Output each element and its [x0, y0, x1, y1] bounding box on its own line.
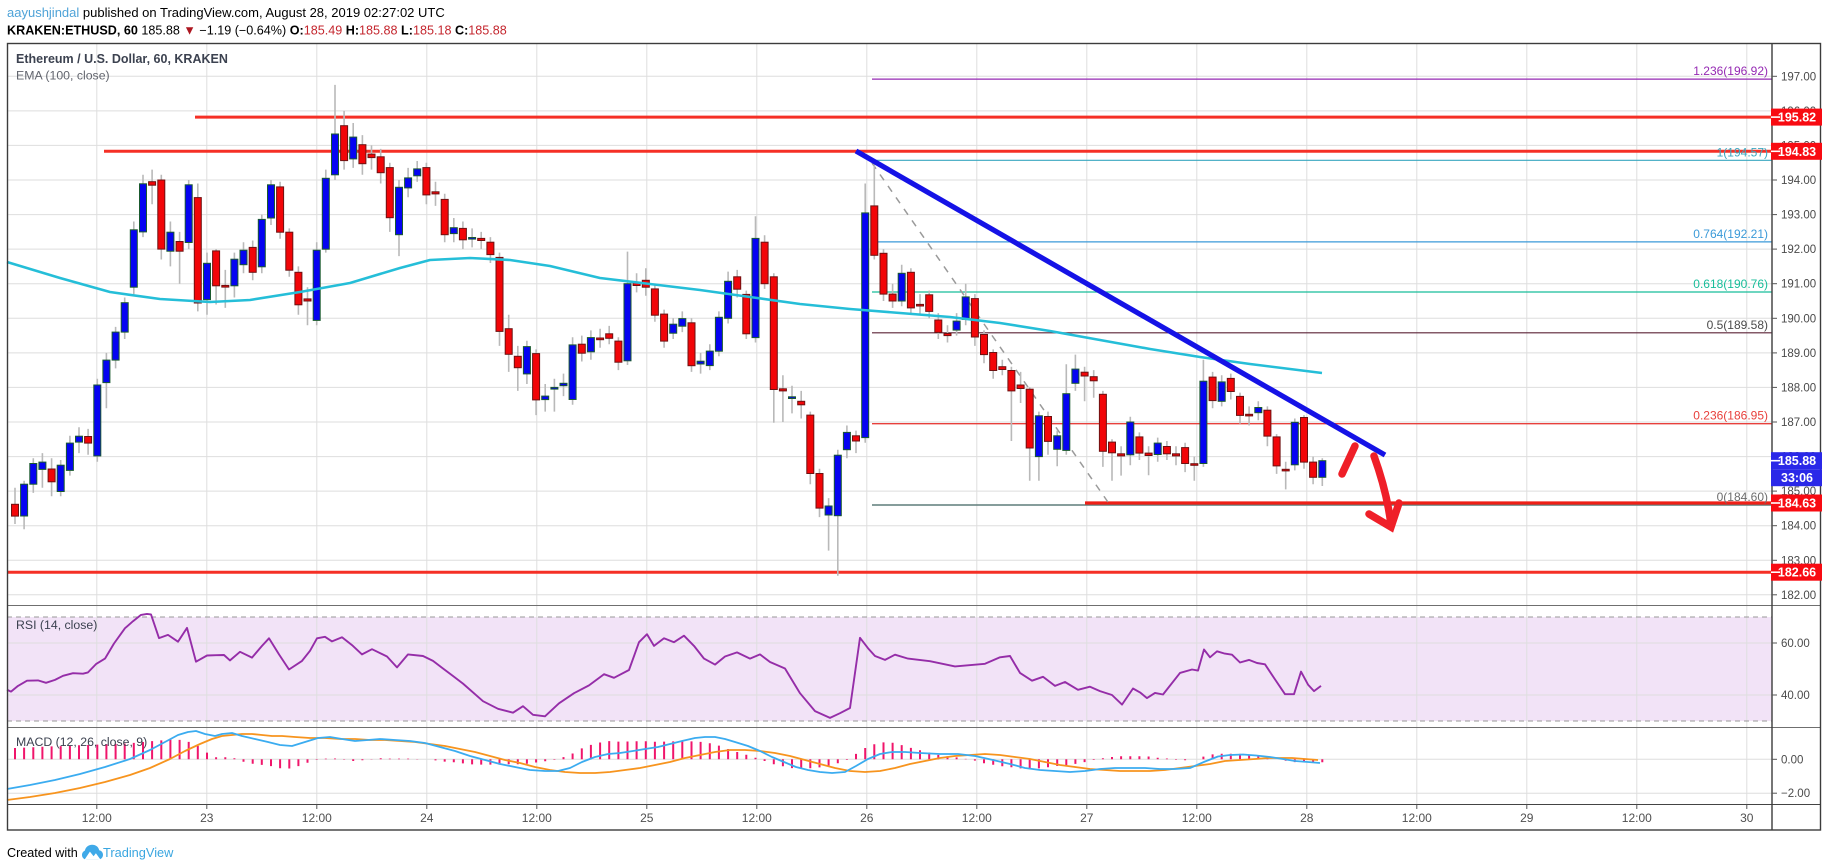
svg-text:0.764(192.21): 0.764(192.21): [1693, 227, 1768, 241]
svg-text:27: 27: [1080, 811, 1094, 825]
svg-text:aayushjindal published on Trad: aayushjindal published on TradingView.co…: [7, 5, 445, 20]
svg-text:0(184.60): 0(184.60): [1717, 490, 1768, 504]
svg-text:188.00: 188.00: [1781, 382, 1816, 394]
svg-text:182.66: 182.66: [1778, 566, 1816, 580]
svg-text:12:00: 12:00: [742, 811, 772, 825]
svg-text:192.00: 192.00: [1781, 244, 1816, 256]
svg-text:191.00: 191.00: [1781, 279, 1816, 291]
svg-text:26: 26: [860, 811, 874, 825]
svg-text:−2.00: −2.00: [1781, 788, 1810, 800]
svg-text:40.00: 40.00: [1781, 690, 1810, 702]
svg-text:RSI (14, close): RSI (14, close): [16, 618, 97, 632]
svg-text:EMA (100, close): EMA (100, close): [16, 69, 110, 83]
svg-text:1(194.57): 1(194.57): [1717, 145, 1768, 159]
svg-text:1.236(196.92): 1.236(196.92): [1693, 64, 1768, 78]
svg-text:24: 24: [420, 811, 434, 825]
svg-text:23: 23: [200, 811, 214, 825]
svg-text:TradingView: TradingView: [103, 845, 174, 860]
svg-text:189.00: 189.00: [1781, 348, 1816, 360]
svg-text:184.63: 184.63: [1778, 497, 1816, 511]
svg-text:MACD (12, 26, close, 9): MACD (12, 26, close, 9): [16, 735, 147, 749]
svg-text:185.88: 185.88: [1778, 454, 1816, 468]
svg-text:Created with: Created with: [7, 846, 78, 860]
svg-text:194.83: 194.83: [1778, 145, 1816, 159]
svg-text:12:00: 12:00: [82, 811, 112, 825]
svg-text:12:00: 12:00: [1622, 811, 1652, 825]
svg-text:0.236(186.95): 0.236(186.95): [1693, 409, 1768, 423]
svg-text:184.00: 184.00: [1781, 521, 1816, 533]
svg-text:193.00: 193.00: [1781, 210, 1816, 222]
svg-text:12:00: 12:00: [302, 811, 332, 825]
svg-text:30: 30: [1740, 811, 1754, 825]
svg-text:12:00: 12:00: [1182, 811, 1212, 825]
svg-text:Ethereum / U.S. Dollar, 60, KR: Ethereum / U.S. Dollar, 60, KRAKEN: [16, 52, 228, 66]
svg-text:194.00: 194.00: [1781, 175, 1816, 187]
svg-text:60.00: 60.00: [1781, 638, 1810, 650]
svg-text:0.00: 0.00: [1781, 754, 1803, 766]
svg-text:187.00: 187.00: [1781, 417, 1816, 429]
svg-text:0.5(189.58): 0.5(189.58): [1707, 318, 1768, 332]
svg-text:29: 29: [1520, 811, 1534, 825]
svg-text:195.82: 195.82: [1778, 111, 1816, 125]
svg-text:33:06: 33:06: [1781, 471, 1813, 485]
svg-text:0.618(190.76): 0.618(190.76): [1693, 277, 1768, 291]
svg-text:25: 25: [640, 811, 654, 825]
svg-text:12:00: 12:00: [1402, 811, 1432, 825]
svg-text:28: 28: [1300, 811, 1314, 825]
svg-text:12:00: 12:00: [522, 811, 552, 825]
svg-text:KRAKEN:ETHUSD, 60 185.88 ▼ −1: KRAKEN:ETHUSD, 60 185.88 ▼ −1.19 (−0.64%…: [7, 24, 507, 38]
svg-text:190.00: 190.00: [1781, 313, 1816, 325]
svg-text:182.00: 182.00: [1781, 590, 1816, 602]
svg-text:197.00: 197.00: [1781, 71, 1816, 83]
svg-text:12:00: 12:00: [962, 811, 992, 825]
